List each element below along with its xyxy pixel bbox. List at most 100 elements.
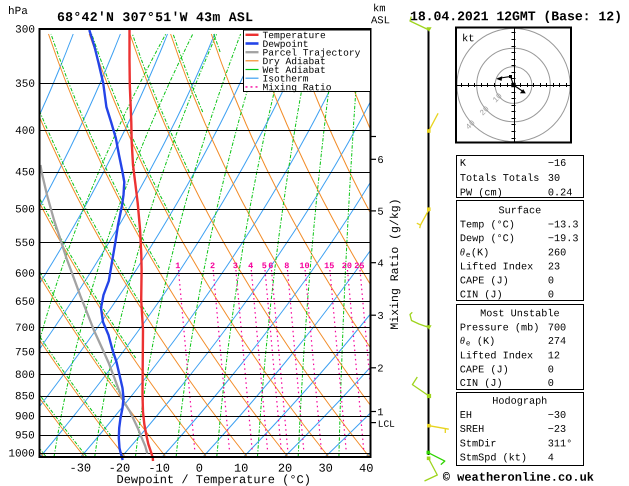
svg-text:Hodograph: Hodograph — [492, 396, 547, 408]
svg-text:800: 800 — [15, 370, 35, 382]
svg-text:−30: −30 — [548, 411, 566, 422]
svg-text:-10: -10 — [148, 462, 170, 476]
svg-text:Surface: Surface — [498, 205, 541, 217]
svg-text:900: 900 — [15, 411, 35, 423]
svg-text:0: 0 — [548, 365, 554, 376]
svg-text:Dewpoint / Temperature (°C): Dewpoint / Temperature (°C) — [117, 473, 311, 486]
svg-text:2: 2 — [377, 363, 383, 375]
svg-text:2: 2 — [210, 261, 215, 271]
svg-text:4: 4 — [548, 453, 554, 464]
svg-text:θ: θ — [460, 336, 465, 347]
svg-text:30: 30 — [318, 462, 332, 476]
svg-text:Most Unstable: Most Unstable — [480, 308, 559, 320]
svg-text:600: 600 — [15, 269, 35, 281]
svg-text:23: 23 — [548, 262, 560, 273]
svg-text:e: e — [466, 340, 471, 348]
svg-text:−19.3: −19.3 — [548, 234, 579, 245]
svg-text:LCL: LCL — [378, 419, 395, 430]
svg-text:12: 12 — [548, 351, 560, 362]
svg-text:SREH: SREH — [460, 425, 484, 436]
svg-text:Temperature: Temperature — [262, 30, 326, 41]
svg-text:K: K — [460, 159, 467, 170]
svg-text:25: 25 — [354, 261, 364, 271]
svg-text:550: 550 — [15, 238, 35, 250]
svg-text:750: 750 — [15, 347, 35, 359]
svg-text:700: 700 — [548, 323, 566, 334]
svg-text:5: 5 — [262, 261, 267, 271]
svg-text:0: 0 — [548, 276, 554, 287]
svg-text:StmDir: StmDir — [460, 438, 497, 450]
svg-text:4: 4 — [377, 258, 383, 270]
svg-text:Isotherm: Isotherm — [262, 74, 308, 85]
svg-text:(K): (K) — [471, 336, 495, 348]
svg-text:Dewp (°C): Dewp (°C) — [460, 233, 515, 245]
svg-text:1: 1 — [377, 407, 383, 419]
svg-text:Mixing Ratio (g/kg): Mixing Ratio (g/kg) — [389, 198, 402, 329]
svg-text:20: 20 — [278, 462, 292, 476]
svg-text:68°42'N 307°51'W 43m ASL: 68°42'N 307°51'W 43m ASL — [57, 10, 253, 25]
svg-text:311°: 311° — [548, 439, 572, 450]
svg-text:274: 274 — [548, 337, 566, 348]
svg-text:−23: −23 — [548, 425, 566, 436]
svg-text:0: 0 — [548, 379, 554, 390]
svg-text:PW (cm): PW (cm) — [460, 187, 503, 199]
svg-text:30: 30 — [548, 174, 560, 185]
svg-text:450: 450 — [15, 167, 35, 179]
svg-text:650: 650 — [15, 297, 35, 309]
svg-text:CAPE (J): CAPE (J) — [460, 275, 509, 287]
svg-text:ASL: ASL — [371, 15, 390, 27]
svg-text:CAPE (J): CAPE (J) — [460, 364, 509, 376]
svg-text:Mixing Ratio: Mixing Ratio — [262, 82, 331, 93]
svg-text:0.24: 0.24 — [548, 188, 572, 199]
svg-text:10: 10 — [234, 462, 248, 476]
svg-text:−13.3: −13.3 — [548, 220, 579, 231]
svg-text:6: 6 — [268, 261, 273, 271]
svg-text:500: 500 — [15, 204, 35, 216]
svg-text:40: 40 — [359, 462, 373, 476]
svg-text:0: 0 — [548, 290, 554, 301]
svg-text:400: 400 — [15, 126, 35, 138]
svg-text:hPa: hPa — [8, 6, 28, 18]
svg-text:5: 5 — [377, 207, 383, 219]
svg-text:3: 3 — [233, 261, 238, 271]
svg-text:© weatheronline.co.uk: © weatheronline.co.uk — [443, 471, 594, 485]
svg-text:850: 850 — [15, 391, 35, 403]
svg-text:10: 10 — [299, 261, 309, 271]
svg-text:18.04.2021 12GMT (Base: 12): 18.04.2021 12GMT (Base: 12) — [410, 9, 622, 24]
svg-text:CIN (J): CIN (J) — [460, 289, 503, 301]
svg-text:300: 300 — [15, 25, 35, 37]
svg-text:4: 4 — [248, 261, 253, 271]
svg-text:Dry Adiabat: Dry Adiabat — [262, 56, 325, 67]
svg-text:260: 260 — [548, 248, 566, 259]
svg-text:-20: -20 — [109, 462, 131, 476]
svg-text:Temp (°C): Temp (°C) — [460, 219, 515, 231]
svg-text:700: 700 — [15, 323, 35, 335]
svg-text:Parcel Trajectory: Parcel Trajectory — [262, 48, 360, 59]
svg-text:1000: 1000 — [8, 449, 34, 461]
svg-text:Totals Totals: Totals Totals — [460, 173, 539, 185]
svg-text:km: km — [373, 3, 386, 15]
svg-text:Lifted Index: Lifted Index — [460, 261, 533, 273]
svg-text:−16: −16 — [548, 159, 566, 170]
svg-text:8: 8 — [284, 261, 289, 271]
svg-text:EH: EH — [460, 411, 472, 422]
svg-text:Lifted Index: Lifted Index — [460, 350, 533, 362]
svg-text:6: 6 — [377, 155, 383, 167]
svg-text:θ: θ — [460, 247, 465, 258]
svg-text:350: 350 — [15, 79, 35, 91]
svg-text:15: 15 — [324, 261, 334, 271]
svg-text:Wet Adiabat: Wet Adiabat — [262, 65, 325, 76]
svg-text:-30: -30 — [70, 462, 92, 476]
svg-text:StmSpd (kt): StmSpd (kt) — [460, 452, 527, 464]
svg-text:3: 3 — [377, 311, 383, 323]
svg-text:Dewpoint: Dewpoint — [262, 39, 308, 50]
svg-text:950: 950 — [15, 430, 35, 442]
svg-text:Pressure (mb): Pressure (mb) — [460, 322, 539, 334]
svg-text:kt: kt — [462, 33, 475, 45]
svg-text:e: e — [466, 252, 471, 260]
svg-text:CIN (J): CIN (J) — [460, 378, 503, 390]
svg-text:(K): (K) — [471, 247, 489, 259]
svg-text:1: 1 — [175, 261, 180, 271]
svg-text:20: 20 — [342, 261, 352, 271]
svg-text:0: 0 — [196, 462, 203, 476]
